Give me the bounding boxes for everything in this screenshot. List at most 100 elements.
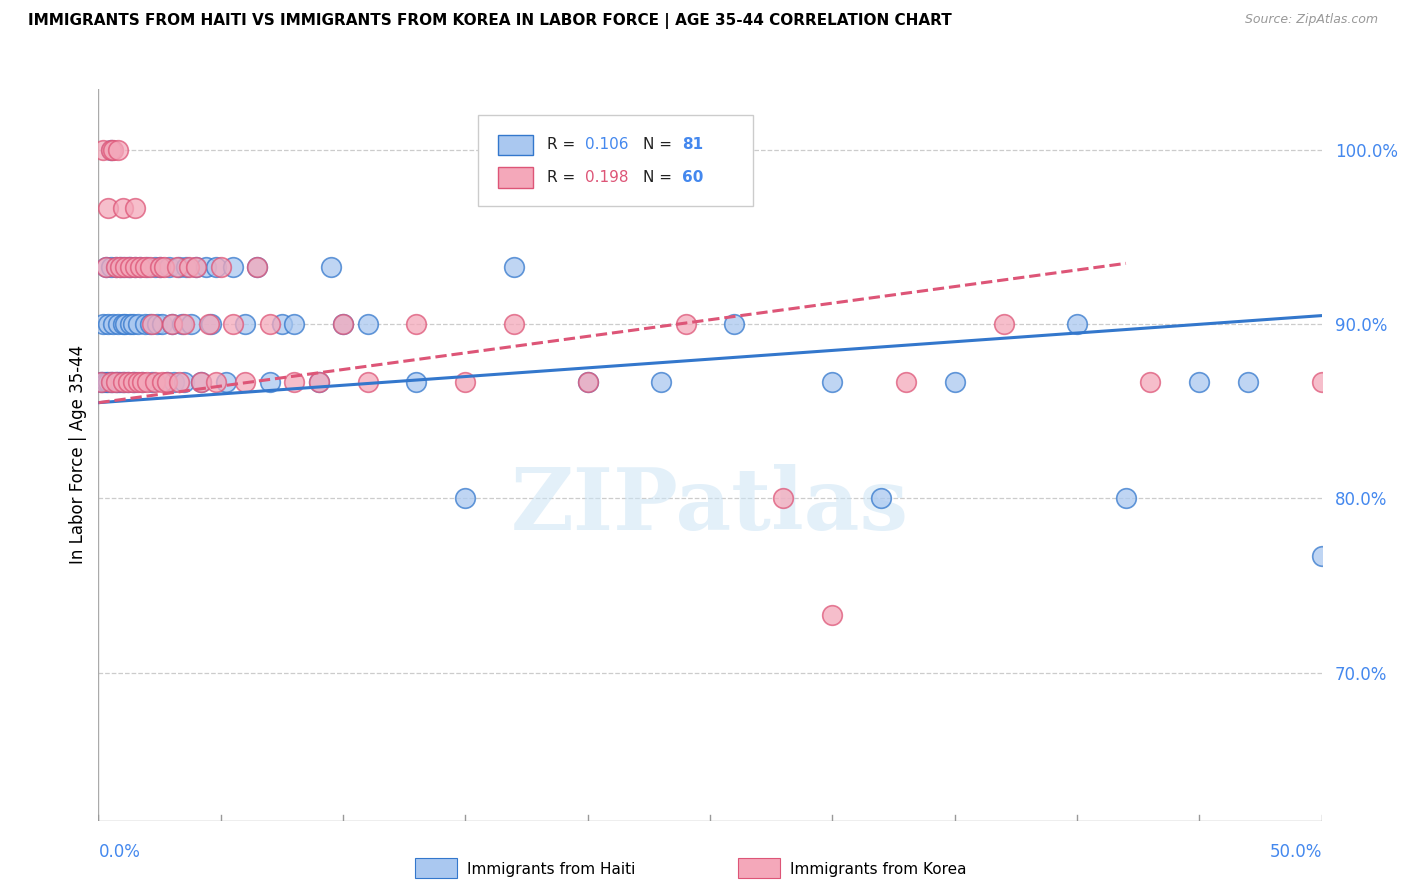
Point <box>121 375 143 389</box>
Point <box>283 375 305 389</box>
Point <box>111 318 134 332</box>
Point <box>136 375 159 389</box>
Point <box>723 318 745 332</box>
Point <box>104 375 127 389</box>
Point <box>1310 375 1333 389</box>
Point <box>156 375 179 389</box>
Point <box>870 491 893 506</box>
Point <box>141 375 163 389</box>
Point <box>259 318 281 332</box>
Text: Immigrants from Haiti: Immigrants from Haiti <box>467 863 636 877</box>
Point <box>356 318 378 332</box>
Point <box>259 375 281 389</box>
Point <box>97 318 120 332</box>
Point <box>107 143 129 157</box>
Point <box>1115 491 1137 506</box>
Point <box>149 260 172 274</box>
Point <box>124 260 146 274</box>
Point <box>129 260 152 274</box>
Point <box>246 260 269 274</box>
Point <box>993 318 1015 332</box>
Point <box>283 318 305 332</box>
Point <box>114 318 136 332</box>
Point <box>503 260 526 274</box>
Point <box>94 375 117 389</box>
Point <box>195 260 218 274</box>
Text: 0.106: 0.106 <box>585 137 628 153</box>
Point <box>91 318 114 332</box>
Point <box>120 260 142 274</box>
Text: IMMIGRANTS FROM HAITI VS IMMIGRANTS FROM KOREA IN LABOR FORCE | AGE 35-44 CORREL: IMMIGRANTS FROM HAITI VS IMMIGRANTS FROM… <box>28 13 952 29</box>
FancyBboxPatch shape <box>498 135 533 155</box>
Point <box>177 260 200 274</box>
Point <box>111 375 134 389</box>
Point <box>127 375 149 389</box>
Point <box>160 318 183 332</box>
Point <box>136 260 159 274</box>
Point <box>120 318 142 332</box>
Point <box>90 375 112 389</box>
Point <box>107 318 129 332</box>
Point <box>104 260 127 274</box>
Point <box>163 375 186 389</box>
Text: Immigrants from Korea: Immigrants from Korea <box>790 863 967 877</box>
Point <box>139 318 162 332</box>
Text: R =: R = <box>547 137 581 153</box>
Point <box>124 375 146 389</box>
Point <box>110 375 132 389</box>
Point <box>91 143 114 157</box>
Point <box>319 260 342 274</box>
Point <box>111 375 134 389</box>
Point <box>356 375 378 389</box>
Point <box>149 260 172 274</box>
Text: N =: N = <box>643 137 676 153</box>
Point <box>104 260 127 274</box>
Point <box>143 375 166 389</box>
Point <box>167 260 190 274</box>
Point <box>332 318 354 332</box>
Text: 50.0%: 50.0% <box>1270 843 1322 861</box>
Point <box>1237 375 1260 389</box>
Point <box>308 375 330 389</box>
Point <box>943 375 966 389</box>
Point <box>101 375 124 389</box>
Point <box>772 491 794 506</box>
Point <box>157 260 180 274</box>
Point <box>246 260 269 274</box>
Point <box>107 375 129 389</box>
FancyBboxPatch shape <box>498 168 533 188</box>
Point <box>1066 318 1088 332</box>
Point <box>332 318 354 332</box>
Point <box>176 260 198 274</box>
Point <box>405 375 427 389</box>
Point <box>134 318 156 332</box>
Text: Source: ZipAtlas.com: Source: ZipAtlas.com <box>1244 13 1378 27</box>
Point <box>111 260 134 274</box>
Point <box>91 375 114 389</box>
Point <box>186 260 208 274</box>
Point <box>180 318 202 332</box>
Point <box>141 318 163 332</box>
Point <box>186 260 208 274</box>
Point <box>100 143 122 157</box>
FancyBboxPatch shape <box>478 115 752 206</box>
Point <box>576 375 599 389</box>
Point <box>97 201 120 215</box>
Point <box>114 260 136 274</box>
Point <box>101 318 124 332</box>
Text: 0.0%: 0.0% <box>98 843 141 861</box>
Point <box>94 260 117 274</box>
Text: N =: N = <box>643 170 676 186</box>
Point <box>124 201 146 215</box>
Point <box>222 318 245 332</box>
Text: 60: 60 <box>682 170 703 186</box>
Point <box>100 260 122 274</box>
Point <box>100 375 122 389</box>
Point <box>233 318 256 332</box>
Point <box>821 608 844 623</box>
Text: ZIPatlas: ZIPatlas <box>510 464 910 548</box>
Text: 81: 81 <box>682 137 703 153</box>
Point <box>100 375 122 389</box>
Point <box>150 318 173 332</box>
Point <box>166 260 188 274</box>
